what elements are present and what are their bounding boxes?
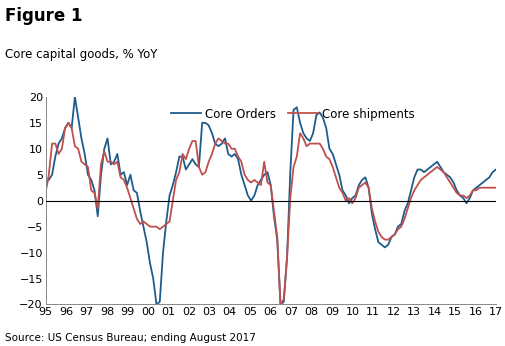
Core Orders: [45, 178, 52, 182]
Line: Core shipments: Core shipments: [45, 123, 495, 304]
Core shipments: [65, 121, 71, 125]
Core shipments: [283, 256, 289, 260]
Core shipments: [492, 185, 498, 190]
Core Orders: [72, 95, 78, 99]
Core Orders: [49, 173, 55, 177]
Text: Source: US Census Bureau; ending August 2017: Source: US Census Bureau; ending August …: [5, 333, 256, 343]
Core Orders: [303, 136, 309, 140]
Core shipments: [335, 185, 341, 190]
Core Orders: [42, 181, 48, 185]
Core Orders: [492, 167, 498, 172]
Core shipments: [49, 142, 55, 146]
Text: Core capital goods, % YoY: Core capital goods, % YoY: [5, 48, 157, 62]
Core shipments: [303, 144, 309, 148]
Core Orders: [335, 173, 341, 177]
Core Orders: [489, 170, 495, 174]
Line: Core Orders: Core Orders: [45, 97, 495, 304]
Core Orders: [153, 302, 159, 307]
Text: Figure 1: Figure 1: [5, 7, 82, 25]
Core shipments: [489, 185, 495, 190]
Core shipments: [277, 302, 283, 307]
Core Orders: [283, 256, 289, 260]
Core shipments: [45, 173, 52, 177]
Legend: Core Orders, Core shipments: Core Orders, Core shipments: [166, 103, 419, 125]
Core shipments: [42, 191, 48, 195]
